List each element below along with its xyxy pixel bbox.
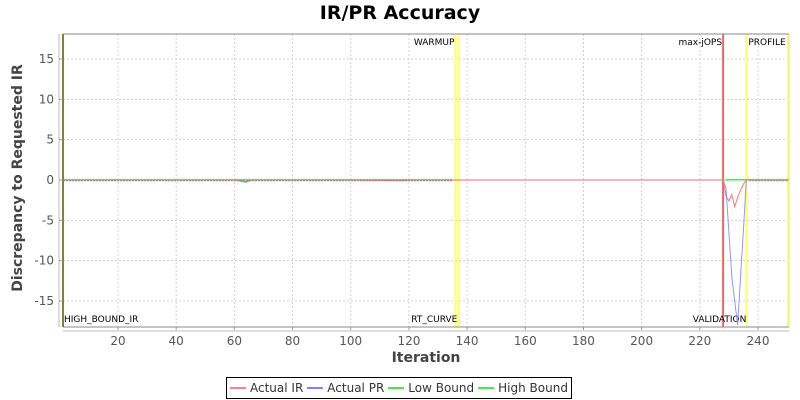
axis-ticks: 20 40 60 80 100 120 140 160 180 200 220 240 15 10 5 0 -5…: [34, 52, 769, 348]
x-axis-title: Iteration: [391, 350, 461, 366]
svg-text:-10: -10: [34, 254, 54, 268]
data-series: [62, 178, 789, 326]
svg-text:80: 80: [285, 334, 300, 348]
svg-text:-15: -15: [34, 294, 54, 308]
svg-text:PROFILE: PROFILE: [748, 38, 786, 48]
svg-text:-5: -5: [42, 213, 54, 227]
svg-text:20: 20: [110, 334, 125, 348]
chart-title: IR/PR Accuracy: [319, 2, 481, 24]
svg-text:RT_CURVE: RT_CURVE: [411, 315, 457, 325]
svg-text:140: 140: [456, 334, 479, 348]
legend-swatch-icon: [478, 387, 495, 389]
legend-item-actual-ir: Actual IR: [230, 381, 303, 395]
svg-text:40: 40: [169, 334, 184, 348]
legend-label: Actual IR: [250, 381, 304, 395]
legend-label: High Bound: [498, 381, 568, 395]
legend-swatch-icon: [388, 387, 405, 389]
y-axis-title: Discrepancy to Requested IR: [10, 64, 26, 292]
legend-item-high-bound: High Bound: [478, 381, 568, 395]
svg-text:60: 60: [227, 334, 242, 348]
svg-text:WARMUP: WARMUP: [414, 38, 455, 48]
svg-text:15: 15: [39, 52, 54, 66]
legend-label: Actual PR: [327, 381, 385, 395]
svg-text:160: 160: [514, 334, 537, 348]
svg-text:max-jOPS: max-jOPS: [678, 38, 722, 48]
legend-swatch-icon: [230, 387, 246, 389]
plot-frame: [58, 33, 790, 332]
svg-text:220: 220: [688, 334, 711, 348]
svg-text:10: 10: [39, 92, 54, 106]
legend-item-actual-pr: Actual PR: [307, 381, 384, 395]
legend: Actual IR Actual PR Low Bound High Bound: [226, 377, 572, 399]
svg-text:200: 200: [630, 334, 653, 348]
svg-text:180: 180: [572, 334, 595, 348]
legend-label: Low Bound: [408, 381, 475, 395]
svg-text:HIGH_BOUND_IR: HIGH_BOUND_IR: [64, 315, 138, 325]
svg-text:120: 120: [397, 334, 420, 348]
svg-text:0: 0: [46, 173, 54, 187]
svg-text:5: 5: [46, 133, 54, 147]
legend-swatch-icon: [307, 387, 324, 389]
legend-item-low-bound: Low Bound: [388, 381, 474, 395]
svg-text:100: 100: [339, 334, 362, 348]
svg-text:VALIDATION: VALIDATION: [693, 315, 747, 325]
svg-text:240: 240: [747, 334, 770, 348]
